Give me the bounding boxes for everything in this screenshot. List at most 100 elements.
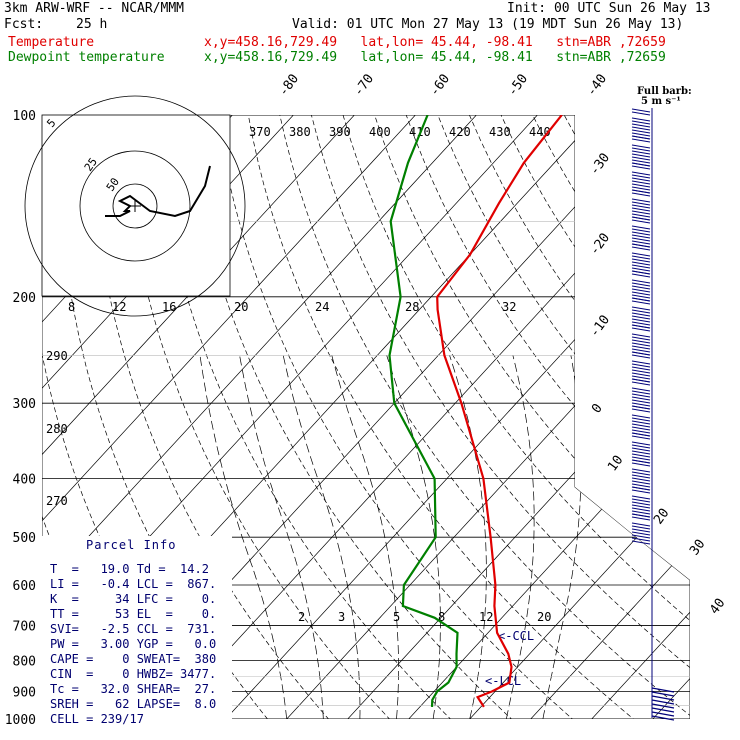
wind-barbs <box>631 108 675 721</box>
wind-barb <box>631 198 651 203</box>
valid-time: Valid: 01 UTC Mon 27 May 13 (19 MDT Sun … <box>292 17 684 32</box>
wind-barb <box>631 213 651 218</box>
dry-adiabat <box>396 115 690 719</box>
mixing-ratio-label: 5 <box>393 610 400 624</box>
wind-barb <box>631 180 651 185</box>
pressure-label: 600 <box>13 579 36 594</box>
hodo-ring-middle <box>79 150 191 262</box>
isotherm-label: 0 <box>589 401 606 416</box>
isotherm-label: 20 <box>651 506 672 527</box>
wind-barb <box>631 375 651 380</box>
wind-barb <box>631 312 651 317</box>
forecast-hour: 25 h <box>76 17 108 32</box>
wind-barb <box>631 513 651 518</box>
wind-barb <box>631 147 651 152</box>
wind-barb <box>631 318 651 323</box>
wind-barb <box>631 366 651 371</box>
theta-side-label: 290 <box>46 349 68 363</box>
wind-barb <box>631 120 651 125</box>
sounding-traces <box>388 115 563 708</box>
isotherm-line <box>42 115 442 719</box>
wind-barb <box>631 444 651 449</box>
dry-adiabat <box>182 115 526 719</box>
wind-barb-low <box>651 703 675 709</box>
wind-barb <box>631 207 651 212</box>
pressure-label: 300 <box>13 397 36 412</box>
wind-barb-low <box>651 707 675 713</box>
pressure-label: 500 <box>13 531 36 546</box>
wind-barb <box>631 156 651 161</box>
wind-barb <box>631 171 651 176</box>
dry-adiabat <box>365 115 690 719</box>
wind-barb <box>631 354 651 359</box>
theta-label: 430 <box>489 125 511 139</box>
theta-label: 390 <box>329 125 351 139</box>
dewpoint-station-info: x,y=458.16,729.49 lat,lon= 45.44, -98.41… <box>204 50 666 65</box>
wind-barb <box>631 162 651 167</box>
plot-frame <box>42 115 690 719</box>
dry-adiabat <box>704 87 740 731</box>
isotherm-label: -70 <box>351 72 377 100</box>
isotherm-line <box>640 115 690 719</box>
hodo-ring-outer <box>24 95 246 317</box>
mixing-ratio-label: 8 <box>438 610 445 624</box>
temperature-station-info: x,y=458.16,729.49 lat,lon= 45.44, -98.41… <box>204 35 666 50</box>
wind-barb <box>631 306 651 311</box>
wind-barb <box>631 414 651 419</box>
wind-barb <box>631 372 651 377</box>
pressure-label: 200 <box>13 291 36 306</box>
pressure-label: 1000 <box>5 713 36 728</box>
parcel-row: K = 34 LFC = 0. <box>50 592 217 606</box>
wind-barb <box>631 267 651 272</box>
wind-barb <box>631 351 651 356</box>
wind-barb <box>631 522 651 527</box>
wind-barb <box>631 327 651 332</box>
dry-adiabat <box>335 115 690 719</box>
wind-barb <box>631 192 651 197</box>
moist-adiabat <box>239 355 324 719</box>
wind-barb <box>631 204 651 209</box>
dry-adiabat <box>304 115 690 719</box>
temperature-legend: Temperature <box>8 35 95 50</box>
wind-barb <box>631 531 651 536</box>
temperature-trace <box>436 115 563 708</box>
pressure-label: 700 <box>13 619 36 634</box>
isotherm-line <box>579 115 690 719</box>
wind-barb <box>631 177 651 182</box>
hodo-ring-inner <box>112 183 158 229</box>
wind-barb <box>631 315 651 320</box>
wind-barb <box>631 501 651 506</box>
isotherm-label: 40 <box>707 596 728 617</box>
wind-barb <box>631 189 651 194</box>
wind-barb <box>631 258 651 263</box>
speed-scale-label: 8 <box>68 300 75 314</box>
wind-barb <box>631 453 651 458</box>
moist-adiabat <box>199 355 288 719</box>
wind-barb <box>631 243 651 248</box>
moist-adiabat <box>505 355 535 719</box>
isotherm-line <box>42 115 381 719</box>
dry-adiabat <box>672 115 690 719</box>
wind-barb <box>631 516 651 521</box>
wind-barb <box>631 477 651 482</box>
wind-barb <box>631 345 651 350</box>
parcel-panel-bg <box>42 536 232 726</box>
wind-barb <box>631 291 651 296</box>
wind-barb <box>631 132 651 137</box>
wind-barb <box>631 456 651 461</box>
wind-barb <box>631 468 651 473</box>
wind-barb <box>631 534 651 539</box>
wind-barb <box>631 405 651 410</box>
theta-side-label: 280 <box>46 422 68 436</box>
wind-barb <box>631 426 651 431</box>
isotherm-line <box>457 115 690 719</box>
isotherm-label: -40 <box>584 72 610 100</box>
wind-barb <box>631 309 651 314</box>
wind-barb <box>631 360 651 365</box>
moist-adiabat <box>449 355 487 719</box>
wind-barb <box>631 117 651 122</box>
dewpoint-legend: Dewpoint temperature <box>8 50 165 65</box>
parcel-info-title: Parcel Info <box>86 538 177 552</box>
dry-adiabat <box>427 115 690 719</box>
